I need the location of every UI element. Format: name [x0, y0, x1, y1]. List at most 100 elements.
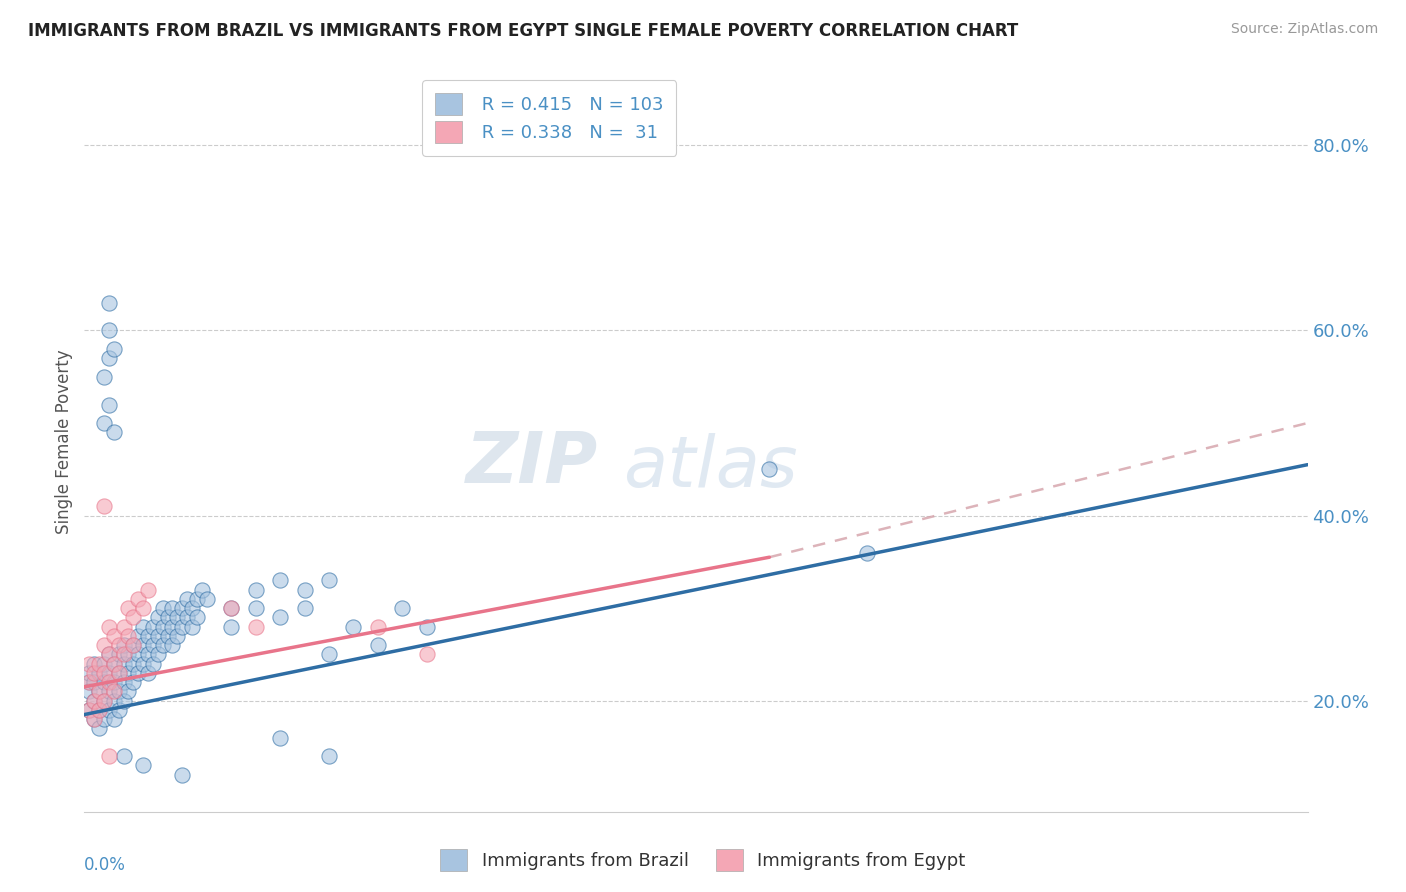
Point	[83, 675, 105, 690]
Point	[97, 619, 120, 633]
Point	[136, 648, 159, 662]
Text: IMMIGRANTS FROM BRAZIL VS IMMIGRANTS FROM EGYPT SINGLE FEMALE POVERTY CORRELATIO: IMMIGRANTS FROM BRAZIL VS IMMIGRANTS FRO…	[28, 22, 1018, 40]
Point	[132, 619, 155, 633]
Point	[117, 665, 139, 680]
Point	[219, 619, 242, 633]
Point	[122, 675, 145, 690]
Point	[132, 657, 155, 671]
Point	[83, 712, 105, 726]
Point	[93, 657, 115, 671]
Point	[83, 712, 105, 726]
Point	[112, 638, 135, 652]
Point	[162, 638, 184, 652]
Point	[172, 767, 194, 781]
Point	[112, 694, 135, 708]
Point	[103, 684, 125, 698]
Point	[269, 610, 291, 624]
Point	[112, 675, 135, 690]
Text: ZIP: ZIP	[465, 429, 598, 499]
Point	[77, 657, 100, 671]
Point	[103, 629, 125, 643]
Point	[416, 648, 439, 662]
Point	[107, 648, 129, 662]
Point	[107, 638, 129, 652]
Point	[112, 619, 135, 633]
Point	[142, 619, 165, 633]
Point	[93, 638, 115, 652]
Point	[219, 601, 242, 615]
Point	[294, 582, 316, 597]
Point	[83, 694, 105, 708]
Point	[117, 648, 139, 662]
Point	[152, 619, 174, 633]
Point	[77, 675, 100, 690]
Point	[146, 629, 169, 643]
Point	[93, 712, 115, 726]
Point	[152, 638, 174, 652]
Point	[181, 601, 204, 615]
Point	[97, 648, 120, 662]
Point	[97, 665, 120, 680]
Point	[112, 657, 135, 671]
Point	[97, 648, 120, 662]
Point	[856, 546, 879, 560]
Point	[186, 610, 208, 624]
Point	[342, 619, 364, 633]
Point	[97, 295, 120, 310]
Point	[87, 722, 110, 736]
Point	[162, 601, 184, 615]
Point	[172, 619, 194, 633]
Point	[83, 665, 105, 680]
Point	[176, 591, 198, 606]
Point	[112, 749, 135, 764]
Point	[127, 648, 149, 662]
Point	[219, 601, 242, 615]
Point	[83, 657, 105, 671]
Point	[191, 582, 214, 597]
Point	[132, 758, 155, 772]
Point	[93, 675, 115, 690]
Point	[367, 619, 389, 633]
Point	[103, 342, 125, 356]
Point	[176, 610, 198, 624]
Point	[146, 648, 169, 662]
Point	[77, 665, 100, 680]
Point	[93, 500, 115, 514]
Point	[107, 684, 129, 698]
Point	[117, 601, 139, 615]
Point	[93, 694, 115, 708]
Point	[97, 749, 120, 764]
Point	[186, 591, 208, 606]
Point	[97, 324, 120, 338]
Point	[318, 648, 340, 662]
Legend:  R = 0.415   N = 103,  R = 0.338   N =  31: R = 0.415 N = 103, R = 0.338 N = 31	[422, 80, 676, 156]
Point	[136, 629, 159, 643]
Point	[97, 675, 120, 690]
Point	[107, 665, 129, 680]
Point	[122, 610, 145, 624]
Point	[112, 648, 135, 662]
Point	[172, 601, 194, 615]
Point	[107, 703, 129, 717]
Point	[195, 591, 218, 606]
Point	[87, 684, 110, 698]
Point	[87, 665, 110, 680]
Point	[367, 638, 389, 652]
Point	[152, 601, 174, 615]
Point	[103, 657, 125, 671]
Point	[156, 610, 179, 624]
Point	[103, 694, 125, 708]
Point	[117, 629, 139, 643]
Point	[245, 619, 267, 633]
Text: atlas: atlas	[623, 433, 797, 502]
Point	[77, 675, 100, 690]
Y-axis label: Single Female Poverty: Single Female Poverty	[55, 350, 73, 533]
Point	[117, 684, 139, 698]
Point	[132, 601, 155, 615]
Point	[758, 462, 780, 476]
Point	[93, 665, 115, 680]
Point	[122, 638, 145, 652]
Point	[416, 619, 439, 633]
Point	[294, 601, 316, 615]
Point	[97, 398, 120, 412]
